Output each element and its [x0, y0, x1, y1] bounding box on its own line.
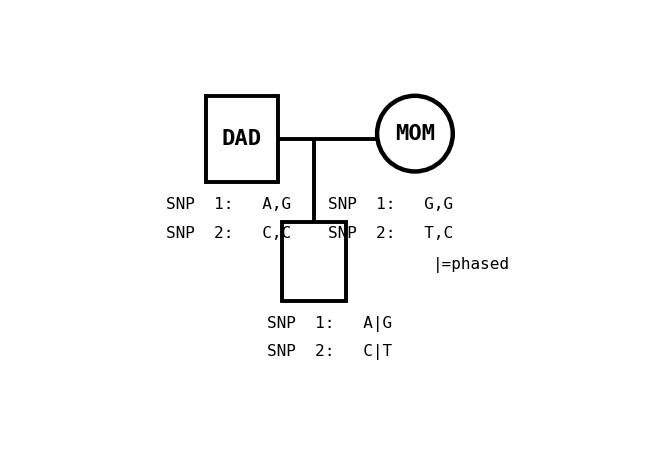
Text: SNP  2:   C|T: SNP 2: C|T: [267, 344, 392, 360]
Text: SNP  2:   C,C: SNP 2: C,C: [167, 226, 292, 241]
Text: MOM: MOM: [395, 124, 435, 144]
Circle shape: [377, 96, 453, 171]
Text: SNP  1:   A|G: SNP 1: A|G: [267, 315, 392, 332]
Text: SNP  1:   G,G: SNP 1: G,G: [328, 197, 454, 212]
Text: |=phased: |=phased: [433, 257, 510, 273]
Text: SNP  1:   A,G: SNP 1: A,G: [167, 197, 292, 212]
Text: SNP  2:   T,C: SNP 2: T,C: [328, 226, 454, 241]
Text: DAD: DAD: [222, 129, 262, 149]
Bar: [206, 96, 278, 182]
Bar: [282, 222, 347, 301]
